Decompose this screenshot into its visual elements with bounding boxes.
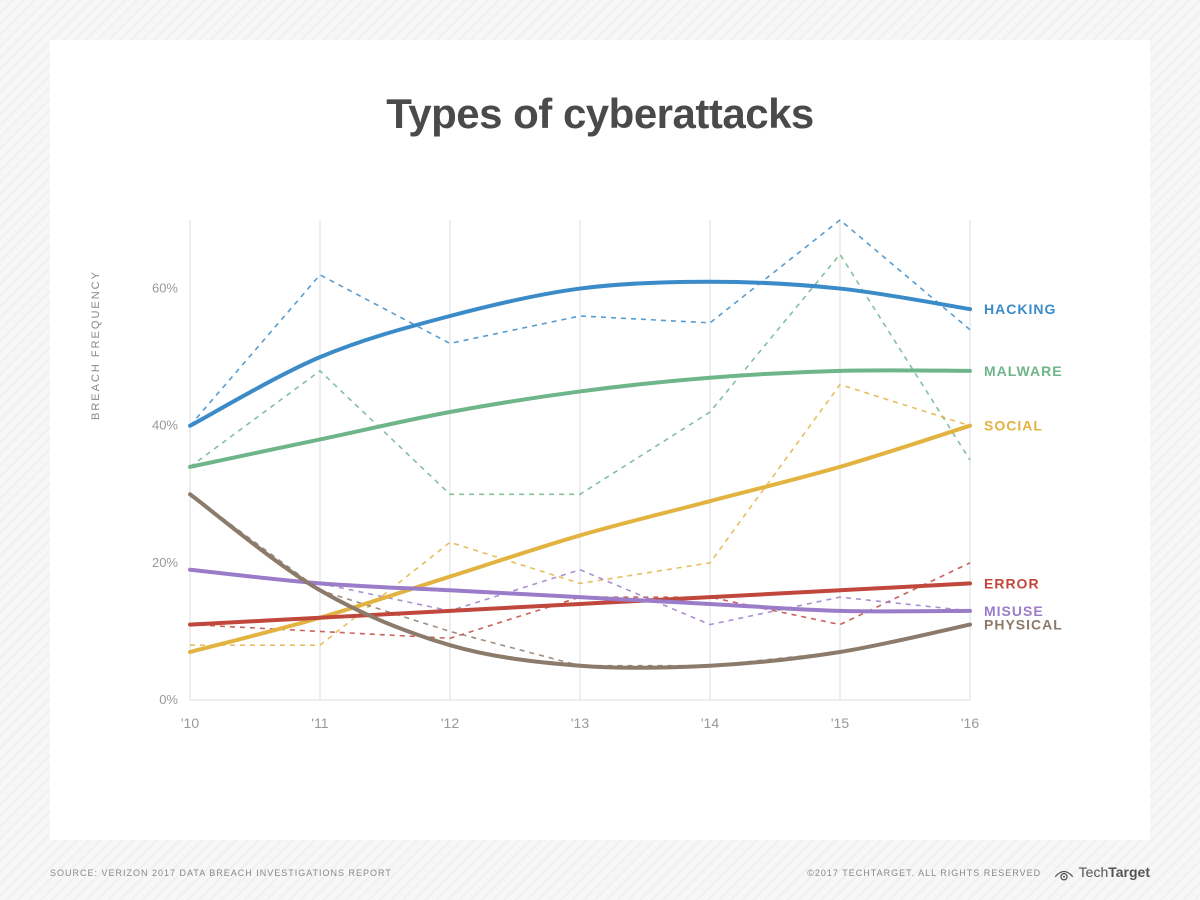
chart-svg: 0% 20% 40% 60% '10 '11 '12 '13 '14 '15 '16 HACKING M… — [130, 200, 1070, 760]
series-label-physical: PHYSICAL — [984, 617, 1063, 633]
svg-text:'16: '16 — [961, 715, 979, 731]
svg-text:0%: 0% — [159, 692, 178, 707]
svg-text:'11: '11 — [311, 715, 328, 731]
footer-source: SOURCE: VERIZON 2017 DATA BREACH INVESTI… — [50, 868, 392, 878]
svg-text:'15: '15 — [831, 715, 849, 731]
series-label-hacking: HACKING — [984, 301, 1056, 317]
chart-title: Types of cyberattacks — [50, 90, 1150, 138]
eye-icon — [1053, 868, 1075, 882]
series-label-malware: MALWARE — [984, 363, 1063, 379]
brand-text: TechTarget — [1079, 864, 1150, 880]
svg-text:'13: '13 — [571, 715, 589, 731]
footer-copyright: ©2017 TECHTARGET. ALL RIGHTS RESERVED — [807, 868, 1041, 878]
series-label-social: SOCIAL — [984, 418, 1043, 434]
brand-logo: TechTarget — [1053, 864, 1150, 882]
chart-plot-area: 0% 20% 40% 60% '10 '11 '12 '13 '14 '15 '16 HACKING M… — [130, 200, 1070, 760]
svg-text:60%: 60% — [152, 281, 178, 296]
chart-card: Types of cyberattacks BREACH FREQUENCY 0… — [50, 40, 1150, 840]
y-axis-label: BREACH FREQUENCY — [90, 270, 102, 420]
svg-text:'14: '14 — [701, 715, 719, 731]
series-label-error: ERROR — [984, 575, 1040, 591]
svg-text:'12: '12 — [441, 715, 459, 731]
svg-text:'10: '10 — [181, 715, 199, 731]
footer: SOURCE: VERIZON 2017 DATA BREACH INVESTI… — [50, 864, 1150, 882]
svg-text:20%: 20% — [152, 555, 178, 570]
footer-right: ©2017 TECHTARGET. ALL RIGHTS RESERVED Te… — [807, 864, 1150, 882]
svg-text:40%: 40% — [152, 418, 178, 433]
page-background: Types of cyberattacks BREACH FREQUENCY 0… — [0, 0, 1200, 900]
